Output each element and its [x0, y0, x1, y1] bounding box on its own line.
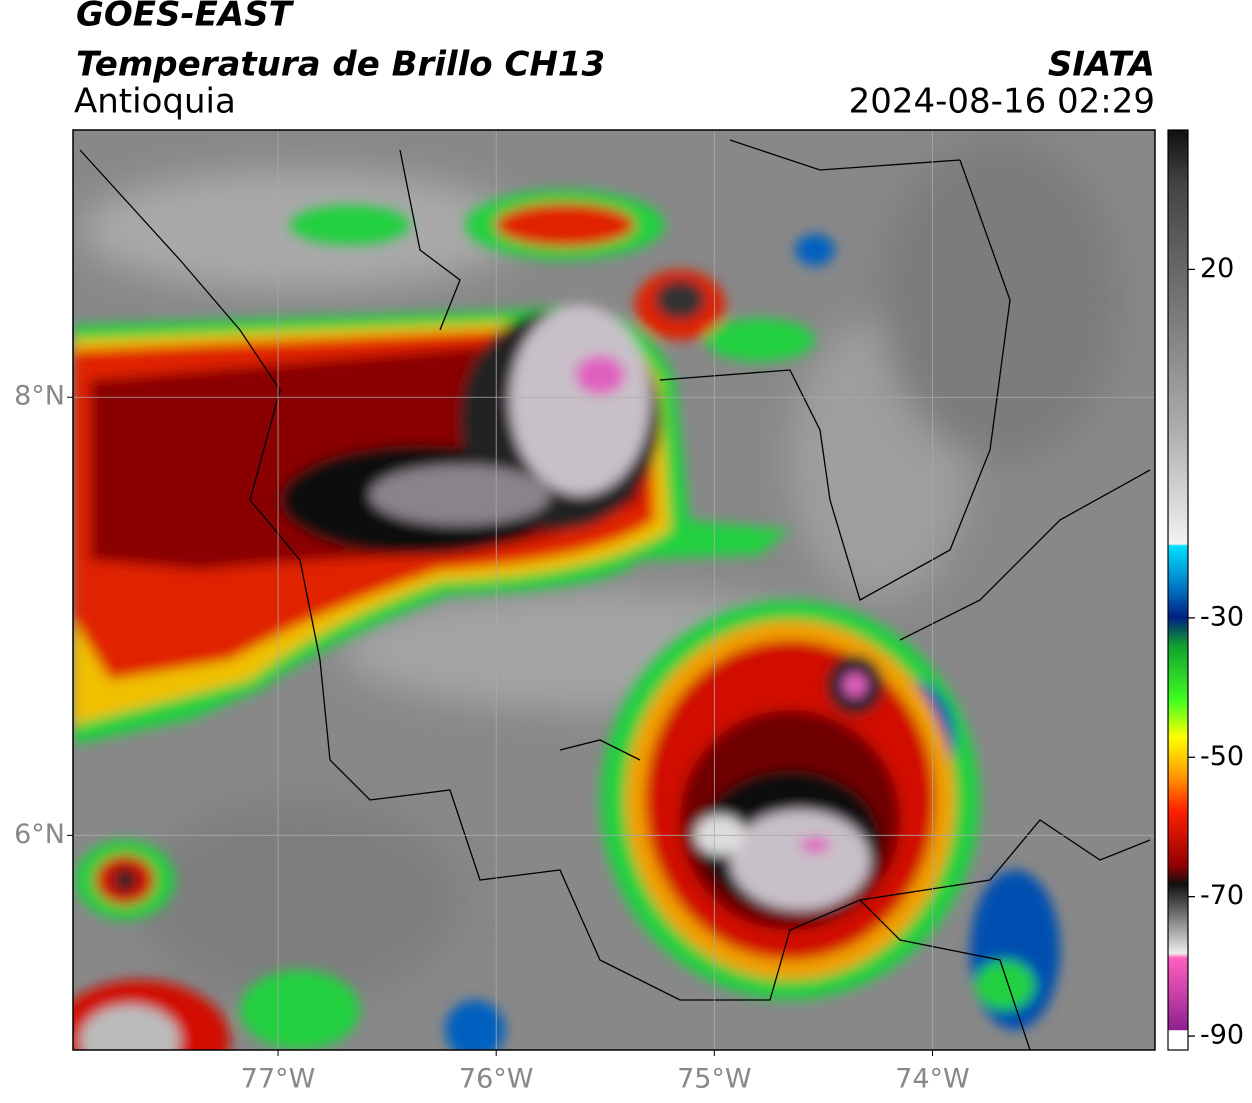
region: Antioquia: [74, 82, 236, 122]
map-frame: [72, 129, 1156, 1051]
lon-label: 77°W: [241, 1064, 316, 1095]
colorbar: [1167, 129, 1189, 1051]
datetime: 2024-08-16 02:29: [849, 82, 1155, 122]
lon-label: 75°W: [677, 1064, 752, 1095]
source: SIATA: [1048, 45, 1155, 85]
colorbar-ticks: 20 -30 -50 -70 -90: [1188, 253, 1244, 1051]
map-image: [73, 130, 1155, 1050]
lon-label: 76°W: [459, 1064, 534, 1095]
colorbar-label: -50: [1200, 741, 1244, 772]
colorbar-label: -90: [1200, 1020, 1244, 1051]
graticule: [67, 130, 1155, 1056]
colorbar-label: -30: [1200, 601, 1244, 632]
colorbar-label: 20: [1200, 253, 1234, 284]
colorbar-label: -70: [1200, 880, 1244, 911]
satellite-title: GOES-EAST: [76, 0, 295, 35]
lat-label: 8°N: [14, 381, 65, 412]
lon-label: 74°W: [895, 1064, 970, 1095]
product-title: Temperatura de Brillo CH13: [76, 45, 605, 85]
lat-label: 6°N: [14, 819, 65, 850]
